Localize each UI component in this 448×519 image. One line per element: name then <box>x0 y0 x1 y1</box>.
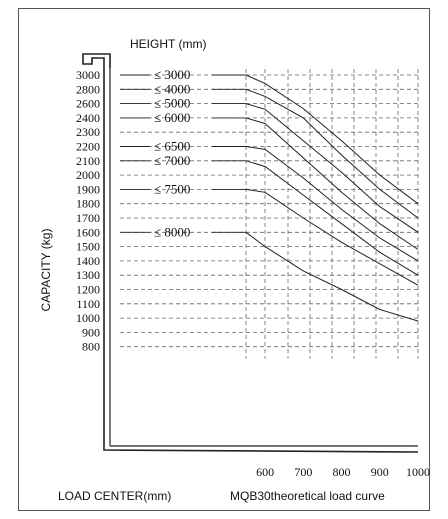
height-label: ≤ 5000 <box>154 96 190 111</box>
y-tick-label: 2300 <box>76 125 100 139</box>
x-tick-label: 800 <box>333 465 351 479</box>
y-tick-label: 1500 <box>76 240 100 254</box>
height-label: ≤ 7000 <box>154 153 190 168</box>
y-tick-label: 1300 <box>76 268 100 282</box>
y-tick-label: 1400 <box>76 254 100 268</box>
load-curve <box>245 103 419 233</box>
y-tick-label: 1700 <box>76 211 100 225</box>
height-label: ≤ 6500 <box>154 139 190 154</box>
height-header: HEIGHT (mm) <box>130 37 206 51</box>
y-tick-label: 2100 <box>76 154 100 168</box>
height-label: ≤ 8000 <box>154 224 190 239</box>
y-tick-label: 3000 <box>76 68 100 82</box>
x-tick-label: 900 <box>371 465 389 479</box>
load-curve <box>245 160 419 276</box>
y-tick-label: 1800 <box>76 197 100 211</box>
load-curve <box>245 188 419 286</box>
height-label: ≤ 3000 <box>154 67 190 82</box>
y-tick-label: 900 <box>82 325 100 339</box>
y-tick-label: 2200 <box>76 140 100 154</box>
load-curve <box>245 231 419 322</box>
load-curve <box>245 74 419 205</box>
height-label: ≤ 7500 <box>154 181 190 196</box>
y-tick-label: 2400 <box>76 111 100 125</box>
axis-outline <box>82 53 419 453</box>
y-tick-label: 1100 <box>76 297 100 311</box>
chart-frame <box>18 8 430 511</box>
y-tick-label: 2600 <box>76 97 100 111</box>
y-tick-label: 2800 <box>76 82 100 96</box>
x-tick-label: 600 <box>256 465 274 479</box>
x-tick-label: 1000 <box>406 465 430 479</box>
load-curve <box>245 117 419 250</box>
load-curve <box>245 146 419 262</box>
height-label: ≤ 6000 <box>154 110 190 125</box>
height-label: ≤ 4000 <box>154 81 190 96</box>
y-tick-label: 1600 <box>76 225 100 239</box>
y-tick-label: 2000 <box>76 168 100 182</box>
load-curve <box>245 88 419 219</box>
x-tick-label: 700 <box>294 465 312 479</box>
x-axis-label: LOAD CENTER(mm) <box>58 489 171 503</box>
y-tick-label: 1000 <box>76 311 100 325</box>
y-tick-label: 1200 <box>76 283 100 297</box>
y-axis-label: CAPACITY (kg) <box>39 229 53 312</box>
y-tick-label: 1900 <box>76 182 100 196</box>
y-tick-label: 800 <box>82 340 100 354</box>
chart-title: MQB30theoretical load curve <box>230 489 385 503</box>
